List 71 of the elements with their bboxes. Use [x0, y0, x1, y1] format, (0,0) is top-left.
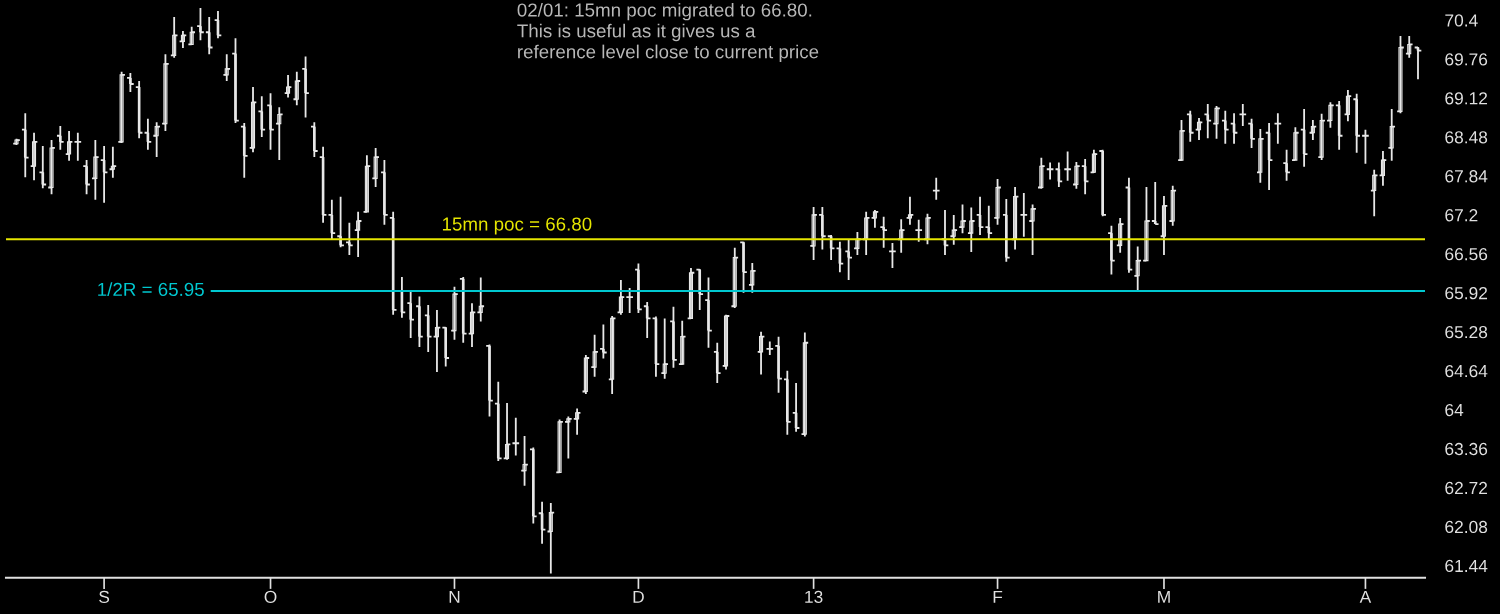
candlestick	[960, 203, 965, 235]
candlestick	[1319, 112, 1324, 162]
y-tick-label: 61.44	[1445, 559, 1488, 573]
y-tick-label: 67.2	[1445, 209, 1478, 222]
candlestick	[163, 53, 168, 132]
candlestick	[1179, 119, 1184, 162]
candlestick	[277, 106, 282, 162]
candlestick	[811, 206, 816, 261]
candlestick	[951, 214, 956, 246]
ref-line-label: 1/2R = 65.95	[98, 282, 204, 297]
candlestick	[373, 147, 378, 188]
candlestick	[855, 231, 860, 257]
y-tick-label: 65.92	[1445, 287, 1488, 300]
candlestick	[969, 206, 974, 253]
y-tick-label: 70.4	[1445, 14, 1478, 27]
x-tick-label: N	[449, 590, 460, 603]
candlestick	[93, 139, 98, 201]
candlestick	[995, 178, 1000, 226]
candlestick	[1258, 128, 1263, 184]
candlestick	[1144, 186, 1149, 262]
candlestick	[925, 212, 930, 246]
candlestick	[250, 86, 256, 154]
candlestick	[1170, 184, 1175, 227]
candlestick	[688, 266, 694, 320]
candlestick	[119, 70, 124, 144]
candlestick	[1293, 126, 1298, 162]
candlestick	[557, 418, 562, 474]
y-tick-label: 69.12	[1445, 92, 1488, 105]
y-tick-label: 63.36	[1445, 442, 1488, 456]
annotation: 02/01: 15mn poc migrated to 66.80. This is useful as it gives us a reference level close to current price	[517, 2, 819, 63]
y-tick-label: 68.48	[1445, 131, 1488, 144]
candlestick	[750, 262, 755, 294]
x-tick-label: S	[99, 590, 110, 604]
y-tick-label: 64.64	[1445, 364, 1488, 378]
candlestick	[522, 435, 527, 487]
candlestick	[592, 333, 597, 378]
candlestick	[49, 139, 54, 196]
y-tick-label: 62.08	[1445, 520, 1488, 534]
y-tick-label: 69.76	[1445, 53, 1488, 66]
candlestick	[452, 285, 457, 341]
candlestick	[469, 302, 475, 348]
candlestick	[1389, 108, 1394, 162]
y-tick-label: 66.56	[1445, 248, 1488, 261]
candlestick	[1039, 156, 1044, 190]
x-tick-label: F	[993, 590, 1003, 603]
candlestick	[504, 402, 510, 461]
x-tick-label: 13	[805, 590, 823, 604]
x-tick-label: O	[264, 590, 277, 604]
candlestick	[723, 313, 729, 371]
y-tick-label: 65.28	[1445, 325, 1488, 339]
candlestick	[1196, 117, 1202, 141]
candlestick	[189, 25, 194, 46]
y-tick-label: 67.84	[1445, 170, 1488, 183]
candlestick	[1214, 105, 1219, 140]
candlestick	[31, 131, 37, 182]
ref-line-label: 15mn poc = 66.80	[442, 217, 592, 235]
x-tick-label: A	[1359, 590, 1372, 603]
candlestick	[1135, 245, 1140, 293]
y-tick-label: 62.72	[1445, 481, 1488, 495]
candlestick	[1328, 101, 1333, 129]
candlestick	[154, 121, 159, 158]
candlestick	[478, 276, 483, 323]
candlestick	[224, 53, 229, 82]
x-tick-label: M	[1158, 590, 1170, 603]
candlestick	[1030, 203, 1035, 257]
candlestick	[1074, 161, 1079, 190]
candlestick	[1398, 35, 1403, 115]
candlestick	[1161, 195, 1167, 257]
x-tick-label: D	[633, 590, 644, 603]
y-tick-label: 64	[1445, 403, 1464, 417]
candlestick	[662, 317, 667, 380]
